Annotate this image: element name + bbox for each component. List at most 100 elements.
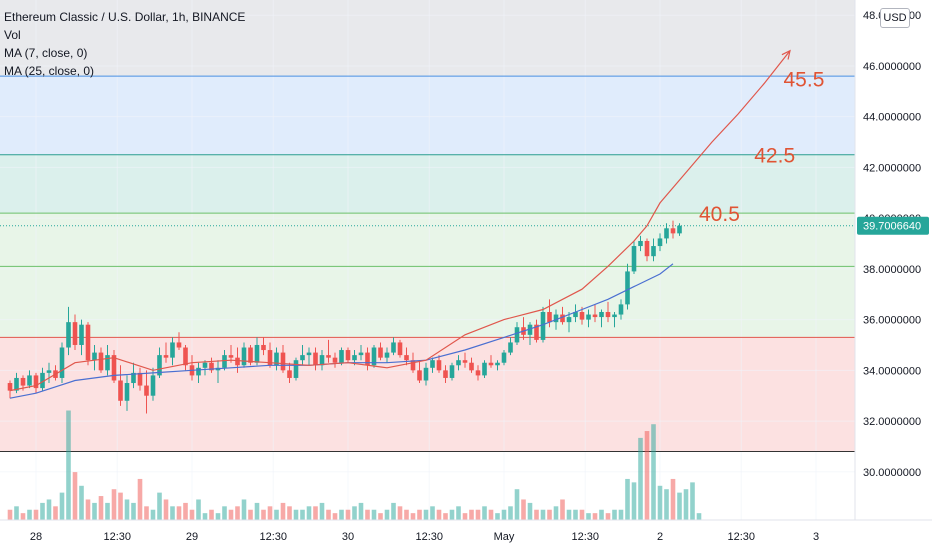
candle-body bbox=[66, 322, 71, 348]
volume-bar bbox=[7, 509, 13, 520]
candle-body bbox=[319, 355, 325, 366]
candle-body bbox=[573, 312, 578, 318]
candle-body bbox=[560, 314, 565, 323]
candle-body bbox=[651, 246, 656, 257]
zone-3 bbox=[0, 337, 855, 452]
candle-body bbox=[137, 372, 143, 386]
candle-body bbox=[345, 350, 351, 361]
price-tick-label: 46.0000000 bbox=[863, 61, 921, 73]
candle-body bbox=[618, 304, 624, 315]
time-tick-label: 28 bbox=[30, 531, 42, 543]
levels-layer bbox=[0, 75, 855, 453]
candle-body bbox=[280, 352, 286, 371]
volume-bar bbox=[560, 499, 565, 520]
candle-body bbox=[131, 372, 136, 384]
candle-body bbox=[111, 355, 117, 381]
candle-body bbox=[144, 385, 149, 396]
volume-bar bbox=[534, 509, 539, 520]
volume-bar bbox=[436, 509, 442, 520]
time-tick-label: 3 bbox=[813, 531, 819, 543]
volume-bar bbox=[482, 506, 487, 520]
candle-body bbox=[157, 355, 162, 376]
candle-body bbox=[436, 360, 442, 371]
volume-bar bbox=[683, 489, 689, 520]
volume-bar bbox=[339, 509, 344, 520]
volume-bar bbox=[85, 499, 91, 520]
volume-bar bbox=[202, 513, 208, 520]
volume-bar bbox=[508, 506, 513, 520]
candle-body bbox=[222, 355, 227, 368]
volume-bar bbox=[430, 506, 435, 520]
zone-1 bbox=[0, 154, 855, 214]
indicator-ma25-label[interactable]: MA (25, close, 0) bbox=[4, 64, 95, 78]
volume-bar bbox=[105, 502, 110, 520]
volume-bar bbox=[651, 424, 656, 520]
zone-0 bbox=[0, 76, 855, 155]
candle-body bbox=[462, 360, 468, 363]
candle-body bbox=[482, 362, 487, 376]
indicator-ma7-label[interactable]: MA (7, close, 0) bbox=[4, 46, 88, 60]
current-price-marker bbox=[857, 216, 929, 235]
candle-body bbox=[209, 362, 214, 371]
candle-body bbox=[514, 327, 520, 343]
volume-bar bbox=[20, 513, 26, 520]
candle-body bbox=[612, 314, 617, 318]
volume-bar bbox=[300, 509, 305, 520]
volume-bar bbox=[553, 506, 559, 520]
volume-bar bbox=[664, 489, 669, 520]
volume-bar bbox=[644, 431, 650, 520]
volume-layer bbox=[7, 410, 702, 520]
volume-bar bbox=[592, 513, 598, 520]
candle-body bbox=[391, 342, 396, 353]
candle-body bbox=[625, 271, 630, 305]
volume-bar bbox=[443, 513, 448, 520]
candle-body bbox=[397, 342, 403, 356]
candle-body bbox=[378, 347, 383, 358]
candle-body bbox=[274, 352, 279, 366]
volume-bar bbox=[189, 509, 195, 520]
volume-bar bbox=[449, 509, 455, 520]
candle-body bbox=[170, 342, 175, 358]
volume-bar bbox=[352, 506, 357, 520]
volume-bar bbox=[514, 489, 520, 520]
candle-body bbox=[163, 355, 169, 358]
candle-body bbox=[150, 375, 156, 396]
volume-bar bbox=[280, 502, 286, 520]
price-axis-bg bbox=[855, 0, 932, 550]
volume-bar bbox=[618, 509, 624, 520]
volume-bar bbox=[579, 509, 585, 520]
volume-bar bbox=[228, 509, 234, 520]
price-tick-label: 38.0000000 bbox=[863, 264, 921, 276]
currency-button[interactable]: USD bbox=[880, 8, 910, 28]
target-label-2: 45.5 bbox=[784, 69, 825, 92]
zone-2 bbox=[0, 213, 855, 338]
volume-bar bbox=[137, 478, 143, 520]
chart-title[interactable]: Ethereum Classic / U.S. Dollar, 1h, BINA… bbox=[4, 10, 246, 24]
volume-bar bbox=[378, 513, 383, 520]
candle-body bbox=[92, 352, 97, 361]
time-tick-label: 12:30 bbox=[415, 531, 443, 543]
candle-body bbox=[46, 370, 52, 373]
candle-body bbox=[508, 342, 513, 353]
candle-body bbox=[228, 355, 234, 358]
time-tick-label: 29 bbox=[186, 531, 198, 543]
volume-bar bbox=[638, 437, 643, 520]
candle-body bbox=[599, 312, 604, 318]
volume-bar bbox=[501, 509, 507, 520]
indicator-volume-label[interactable]: Vol bbox=[4, 28, 21, 42]
candle-body bbox=[40, 372, 45, 389]
candle-body bbox=[657, 238, 663, 247]
volume-bar bbox=[261, 509, 266, 520]
candle-body bbox=[540, 312, 546, 340]
volume-bar bbox=[371, 509, 377, 520]
candle-body bbox=[456, 360, 461, 366]
volume-bar bbox=[345, 509, 351, 520]
candle-body bbox=[449, 365, 455, 378]
candle-body bbox=[475, 370, 481, 376]
candle-body bbox=[664, 228, 669, 239]
candle-body bbox=[566, 317, 572, 323]
volume-bar bbox=[625, 478, 630, 520]
volume-bar bbox=[690, 482, 695, 520]
